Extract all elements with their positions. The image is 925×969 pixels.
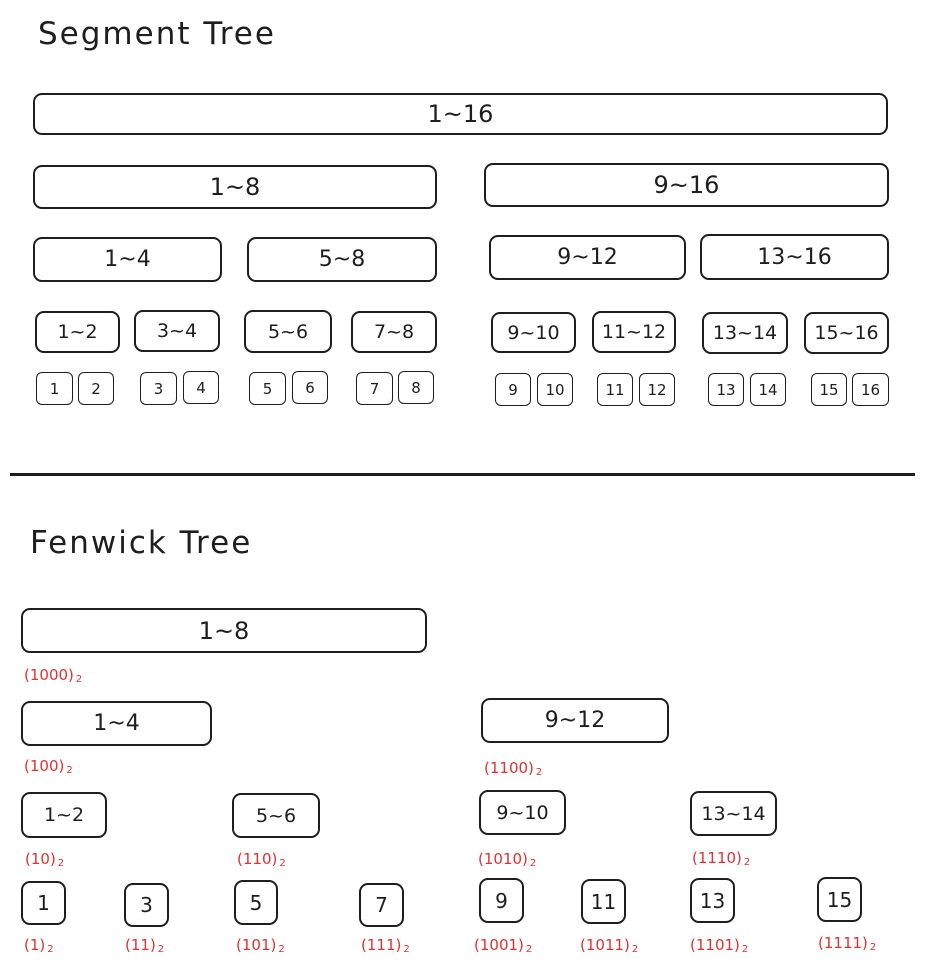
fen-leaf-9: 9 [479,878,524,923]
seg-leaf-11: 11 [597,373,633,406]
seg-node-9-10: 9~10 [491,312,576,353]
segment-tree-title: Segment Tree [38,16,276,52]
fen-binary-5: (101) 2 [236,936,285,955]
seg-node-1-4: 1~4 [33,237,222,282]
fen-binary-11: (1011) 2 [580,936,639,955]
seg-leaf-4: 4 [183,371,219,404]
seg-leaf-14: 14 [750,373,786,406]
seg-node-11-12: 11~12 [592,311,676,353]
seg-leaf-16: 16 [852,373,889,406]
seg-leaf-12: 12 [639,373,675,406]
fen-leaf-15: 15 [817,877,862,922]
seg-node-5-8: 5~8 [247,237,437,282]
fen-leaf-5: 5 [234,880,278,925]
fen-leaf-11: 11 [581,879,626,924]
seg-leaf-3: 3 [140,372,177,405]
seg-node-1-2: 1~2 [35,311,120,353]
seg-leaf-9: 9 [495,373,531,406]
seg-node-3-4: 3~4 [134,310,220,352]
seg-leaf-6: 6 [292,371,328,404]
seg-leaf-13: 13 [708,373,744,406]
seg-node-9-12: 9~12 [489,235,686,280]
seg-node-13-14: 13~14 [702,312,788,354]
fen-binary-9-12: (1100) 2 [484,759,543,778]
fen-binary-7: (111) 2 [361,936,410,955]
fen-leaf-1: 1 [21,881,66,925]
fen-binary-5-6: (110) 2 [237,850,286,869]
fen-leaf-7: 7 [359,883,404,927]
fen-binary-13: (1101) 2 [690,936,749,955]
seg-leaf-1: 1 [36,372,73,405]
fen-node-13-14: 13~14 [690,791,777,836]
fenwick-tree-title: Fenwick Tree [30,525,253,561]
fen-binary-9: (1001) 2 [474,936,533,955]
seg-leaf-5: 5 [249,372,286,405]
seg-leaf-8: 8 [398,371,434,404]
fen-node-5-6: 5~6 [232,793,320,838]
seg-node-5-6: 5~6 [244,310,332,353]
fen-node-1-8: 1~8 [21,608,427,653]
fen-binary-3: (11) 2 [125,936,165,955]
seg-node-15-16: 15~16 [804,312,889,354]
fen-node-1-4: 1~4 [21,701,212,746]
fen-binary-1: (1) 2 [24,936,54,955]
fen-binary-15: (1111) 2 [818,934,877,953]
seg-node-13-16: 13~16 [700,234,889,280]
seg-leaf-2: 2 [78,372,114,405]
fen-node-1-2: 1~2 [21,792,107,838]
seg-leaf-10: 10 [537,373,573,406]
seg-node-9-16: 9~16 [484,163,889,207]
fen-node-9-12: 9~12 [481,698,669,743]
fen-node-9-10: 9~10 [479,790,566,835]
fen-leaf-3: 3 [124,883,169,927]
fen-binary-1-4: (100) 2 [24,757,73,776]
fen-binary-1-2: (10) 2 [25,850,65,869]
fen-leaf-13: 13 [690,878,735,923]
fen-binary-9-10: (1010) 2 [478,850,537,869]
seg-node-7-8: 7~8 [351,311,437,353]
seg-leaf-15: 15 [811,373,847,406]
seg-leaf-7: 7 [356,372,393,405]
fen-binary-1-8: (1000) 2 [24,666,83,685]
section-divider [10,473,915,476]
seg-node-1-8: 1~8 [33,165,437,209]
fen-binary-13-14: (1110) 2 [692,849,751,868]
seg-node-1-16: 1~16 [33,93,888,135]
